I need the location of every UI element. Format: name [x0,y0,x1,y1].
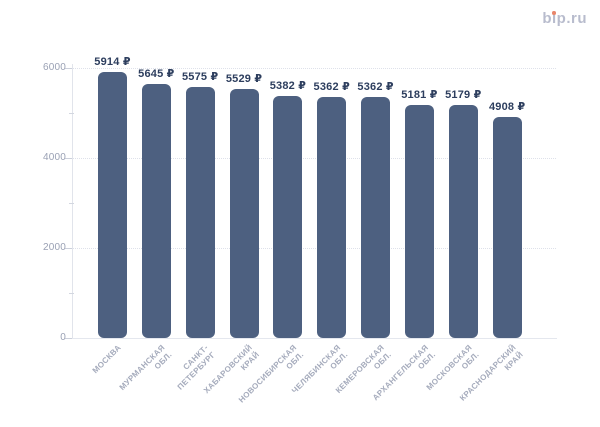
y-axis-tick [65,158,72,159]
bar[interactable] [229,89,259,338]
bar[interactable] [141,83,171,338]
bar-value-label: 5362 ₽ [357,80,394,93]
bar-value-label: 5529 ₽ [225,73,263,86]
x-axis-label: МУРМАНСКАЯ ОБЛ. [118,343,175,400]
bar-value-label: 5362 ₽ [313,80,350,93]
y-axis-label: 0 [60,332,66,343]
y-axis-tick [65,248,72,249]
logo-text: p.ru [556,10,587,27]
bar[interactable] [185,87,215,338]
bar[interactable] [273,95,303,338]
y-gridline [73,158,556,159]
bar-value-label: 5645 ₽ [138,67,175,80]
y-axis-label: 2000 [42,242,66,253]
bar-value-label: 5179 ₽ [445,88,482,101]
bar-value-label: 5181 ₽ [401,88,438,101]
bar[interactable] [404,104,434,338]
y-gridline [73,68,556,69]
bip-logo[interactable]: bip.ru [542,10,587,27]
y-axis-minor-tick [69,113,74,114]
logo-i-letter: i [551,10,557,27]
bar-value-label: 5575 ₽ [181,71,219,84]
bar[interactable] [317,96,347,338]
y-axis-label: 6000 [42,62,66,73]
x-axis-line [72,338,557,339]
y-axis-tick [65,338,72,339]
y-axis-minor-tick [69,203,74,204]
y-axis-label: 4000 [42,152,66,163]
bar[interactable] [98,71,127,338]
y-axis-minor-tick [69,293,74,294]
y-axis-tick [65,68,72,69]
logo-text: b [542,10,552,27]
bar-value-label: 4908 ₽ [488,101,526,114]
bar-value-label: 5914 ₽ [94,55,131,68]
bar[interactable] [361,96,391,338]
x-axis-label: МОСКВА [91,343,124,376]
x-axis-label-line: МОСКВА [90,343,123,376]
bar-value-label: 5382 ₽ [269,79,307,92]
y-axis-line [72,64,73,338]
bar[interactable] [492,117,522,338]
bar[interactable] [448,104,478,338]
y-gridline [73,248,556,249]
